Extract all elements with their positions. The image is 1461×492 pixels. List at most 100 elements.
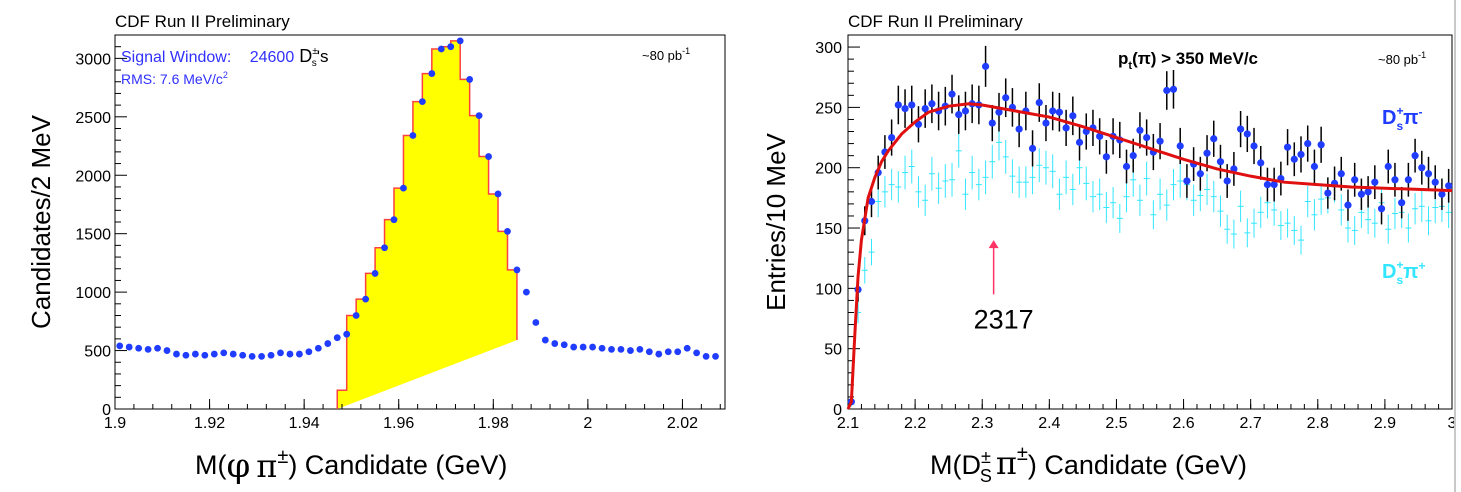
blue-data-point [1297, 150, 1305, 159]
x-tick-label: 2.6 [1172, 415, 1194, 432]
x-tick-label: 1.98 [478, 415, 509, 432]
data-point [655, 350, 663, 358]
y-tick-label: 3000 [75, 51, 111, 68]
blue-data-point [1411, 152, 1419, 160]
data-point [504, 227, 511, 235]
legend-plus-d: D [1382, 261, 1396, 283]
data-point [683, 344, 691, 352]
blue-data-point [1055, 108, 1063, 116]
data-point [570, 343, 578, 351]
blue-data-point [1176, 142, 1184, 150]
data-point [522, 288, 530, 296]
blue-data-point [948, 90, 956, 98]
data-point [201, 351, 209, 359]
blue-data-point [894, 101, 902, 109]
blue-data-point [1196, 170, 1204, 178]
blue-data-point [961, 107, 970, 115]
blue-data-point [995, 108, 1003, 116]
data-point [371, 270, 379, 277]
left-lumi-text: ~80 pb [642, 48, 682, 63]
y-tick-label: 200 [815, 161, 842, 178]
data-point [343, 330, 351, 338]
blue-data-point [1183, 177, 1191, 185]
data-point [664, 348, 672, 356]
legend-minus-pi: π [1403, 107, 1418, 129]
data-point [589, 343, 596, 351]
legend-plus-sub: s [1396, 273, 1403, 287]
legend-minus-charge: - [1418, 105, 1422, 119]
x-tick-label: 1.94 [289, 415, 320, 432]
data-point [210, 350, 218, 358]
blue-data-point [1129, 152, 1137, 160]
arrow-head [988, 240, 999, 249]
data-point [428, 70, 436, 77]
data-point [702, 353, 710, 360]
data-point [324, 340, 332, 347]
blue-data-point [1035, 98, 1043, 107]
blue-data-point [1317, 141, 1325, 149]
data-point [456, 37, 464, 45]
data-point [154, 344, 161, 352]
data-point [400, 184, 407, 192]
right-chart-panel: CDF Run II Preliminary 0 50 100 150 200 250 30… [761, 12, 1457, 486]
x-tick-label: 3 [1448, 415, 1457, 432]
data-point [135, 344, 143, 352]
blue-data-point [1344, 201, 1352, 209]
blue-data-point [908, 101, 916, 109]
data-point [532, 319, 540, 326]
annotation-label-2317: 2317 [974, 304, 1034, 334]
left-rms-label: RMS: 7.6 MeV/c2 [121, 70, 228, 87]
blue-data-point [1371, 178, 1379, 186]
blue-data-point [921, 104, 929, 113]
right-lumi: ~80 pb-1 [1378, 50, 1426, 67]
right-header: CDF Run II Preliminary [848, 12, 1023, 31]
blue-data-point [955, 111, 963, 119]
x-tick-label: 2.8 [1307, 415, 1329, 432]
data-point [712, 353, 719, 360]
right-x-pm: ± [1017, 443, 1028, 465]
left-signal-histogram [336, 40, 518, 409]
blue-data-point [1028, 144, 1037, 153]
blue-data-point [928, 100, 936, 108]
blue-data-point [1445, 182, 1453, 190]
blue-data-point [1310, 162, 1319, 171]
legend-minus-d: D [1382, 107, 1396, 129]
right-plot-frame [847, 34, 1453, 410]
blue-data-point [1223, 177, 1231, 185]
blue-data-point [1163, 86, 1171, 95]
data-point [447, 43, 455, 51]
left-signal-d-sub: s [312, 58, 317, 69]
y-tick-label: 2000 [75, 168, 111, 185]
data-point [627, 347, 634, 354]
window-edge [1454, 0, 1456, 492]
data-point [305, 348, 313, 356]
data-point [125, 343, 133, 351]
x-tick-label: 2.2 [904, 415, 926, 432]
blue-data-point [1015, 125, 1023, 133]
y-tick-label: 150 [815, 221, 842, 238]
blue-data-point [1384, 162, 1392, 171]
data-point [381, 244, 388, 252]
blue-data-point [1069, 112, 1077, 120]
blue-data-point [1250, 142, 1258, 150]
data-point [485, 153, 492, 160]
blue-data-point [1283, 143, 1292, 151]
blue-data-point [1263, 181, 1272, 189]
right-cut-rest: (π) > 350 MeV/c [1132, 49, 1258, 68]
blue-data-point [1122, 162, 1131, 171]
blue-data-point [1136, 126, 1144, 134]
data-point [362, 295, 370, 303]
y-tick-label: 2500 [75, 110, 111, 127]
right-y-axis-label: Entries/10 MeV [761, 132, 791, 310]
y-tick-label: 0 [833, 402, 842, 419]
blue-data-point [888, 133, 896, 142]
x-tick-label: 1.92 [194, 415, 225, 432]
blue-data-point [1270, 181, 1278, 189]
legend-minus-sub: s [1396, 119, 1403, 133]
right-x-sup: ± [981, 447, 991, 467]
data-point [314, 344, 322, 352]
right-cut-sub: t [1128, 60, 1132, 72]
blue-data-point [1243, 130, 1251, 138]
data-point [333, 334, 341, 342]
